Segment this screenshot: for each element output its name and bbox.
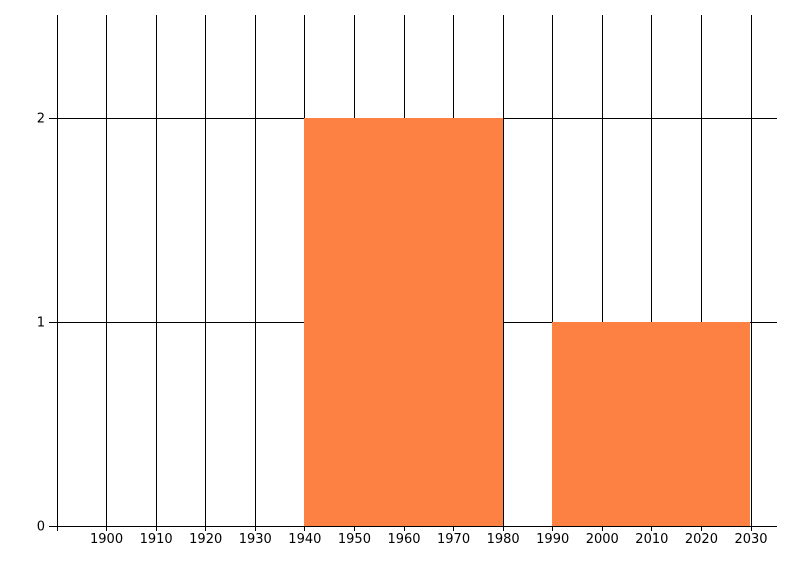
x-gridline: [700, 15, 702, 531]
x-tick-label: 1950: [337, 532, 371, 547]
x-tick-label: 1970: [437, 532, 471, 547]
x-tick-label: 1960: [387, 532, 421, 547]
y-tick-label: 2: [36, 111, 45, 126]
x-gridline: [750, 15, 752, 531]
x-gridline: [205, 15, 207, 531]
x-gridline: [502, 15, 504, 531]
x-tick-label: 1940: [288, 532, 322, 547]
x-tick-label: 2020: [684, 532, 718, 547]
x-tick-label: 1930: [238, 532, 272, 547]
x-gridline: [155, 15, 157, 531]
x-tick-label: 1900: [90, 532, 124, 547]
x-axis-line: [49, 526, 777, 527]
x-tick-label: 1910: [139, 532, 173, 547]
histogram-bar: [304, 118, 503, 527]
y-tick-label: 0: [36, 519, 45, 534]
x-gridline: [254, 15, 256, 531]
x-gridline: [651, 15, 653, 531]
histogram-bar: [552, 322, 751, 527]
x-tick-label: 1980: [486, 532, 520, 547]
x-gridline: [56, 15, 58, 531]
x-tick-label: 2030: [734, 532, 768, 547]
x-tick-label: 2000: [585, 532, 619, 547]
x-tick-label: 1920: [189, 532, 223, 547]
x-gridline: [106, 15, 108, 531]
x-tick-label: 1990: [536, 532, 570, 547]
x-gridline: [552, 15, 554, 531]
x-tick-label: 2010: [635, 532, 669, 547]
x-gridline: [601, 15, 603, 531]
y-tick-label: 1: [36, 315, 45, 330]
